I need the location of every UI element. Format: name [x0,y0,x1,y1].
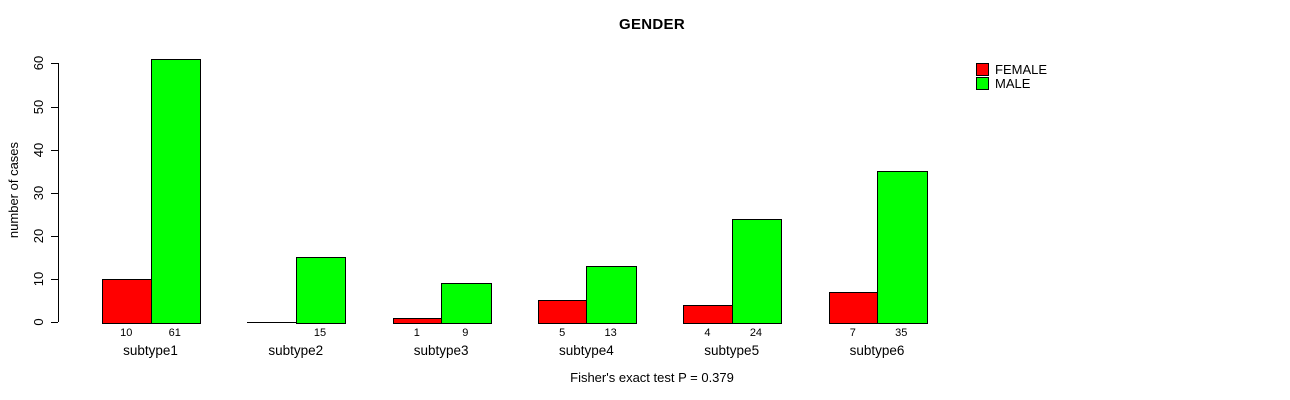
bar-value-label-male-subtype1: 61 [168,327,181,339]
bar-male-subtype3 [441,283,492,324]
legend-item-male: MALE [976,77,1047,90]
bar-value-label-male-subtype2: 15 [313,327,327,339]
y-axis-tick-label-0: 0 [31,318,46,326]
y-axis-tick-0 [51,322,58,323]
y-axis-tick-label-20: 20 [31,228,46,244]
legend-label-male: MALE [995,76,1031,91]
y-axis-tick-50 [51,106,58,108]
bar-female-subtype5 [683,305,734,324]
x-category-label-subtype4: subtype4 [558,343,614,358]
bar-male-subtype2 [295,257,347,324]
bar-value-label-female-subtype5: 4 [704,327,711,339]
x-category-label-subtype6: subtype6 [849,343,905,358]
y-axis-tick-label-10: 10 [31,271,46,287]
legend: FEMALE MALE [976,63,1047,91]
bar-value-label-male-subtype4: 13 [604,327,617,339]
y-axis-tick-40 [51,149,58,151]
x-category-label-subtype5: subtype5 [704,343,760,358]
legend-label-female: FEMALE [995,62,1048,77]
x-category-label-subtype3: subtype3 [413,343,469,358]
bar-value-label-female-subtype4: 5 [559,327,566,339]
bar-female-subtype2 [247,322,296,323]
y-axis-tick-30 [51,192,58,194]
bar-value-label-male-subtype3: 9 [462,327,469,339]
legend-item-female: FEMALE [976,63,1047,76]
bar-male-subtype1 [150,59,201,324]
bar-male-subtype6 [877,171,928,324]
legend-swatch-male [976,77,989,90]
bar-male-subtype5 [731,219,783,324]
bar-value-label-female-subtype6: 7 [849,327,856,339]
bar-value-label-male-subtype5: 24 [749,327,763,339]
y-axis-tick-label-40: 40 [31,142,46,157]
chart-title: GENDER [619,16,685,33]
annotation-fisher-test: Fisher's exact test P = 0.379 [570,370,734,385]
bar-female-subtype1 [102,279,153,324]
legend-swatch-female [976,63,989,76]
y-axis-tick-20 [51,235,58,237]
y-axis-tick-label-60: 60 [31,56,46,71]
y-axis-line [58,63,59,322]
bar-female-subtype6 [828,292,879,324]
x-category-label-subtype1: subtype1 [123,343,178,358]
bar-female-subtype4 [537,300,589,324]
bar-value-label-male-subtype6: 35 [895,327,908,339]
bar-value-label-female-subtype3: 1 [413,327,420,339]
x-category-label-subtype2: subtype2 [268,343,324,358]
y-axis-tick-label-50: 50 [31,99,46,114]
bar-male-subtype4 [586,266,637,324]
bar-value-label-female-subtype1: 10 [120,327,133,339]
y-axis-tick-10 [51,278,58,280]
bar-female-subtype3 [392,318,444,324]
y-axis-tick-label-30: 30 [31,185,46,200]
y-axis-title: number of cases [6,141,21,239]
y-axis-tick-60 [51,63,58,65]
